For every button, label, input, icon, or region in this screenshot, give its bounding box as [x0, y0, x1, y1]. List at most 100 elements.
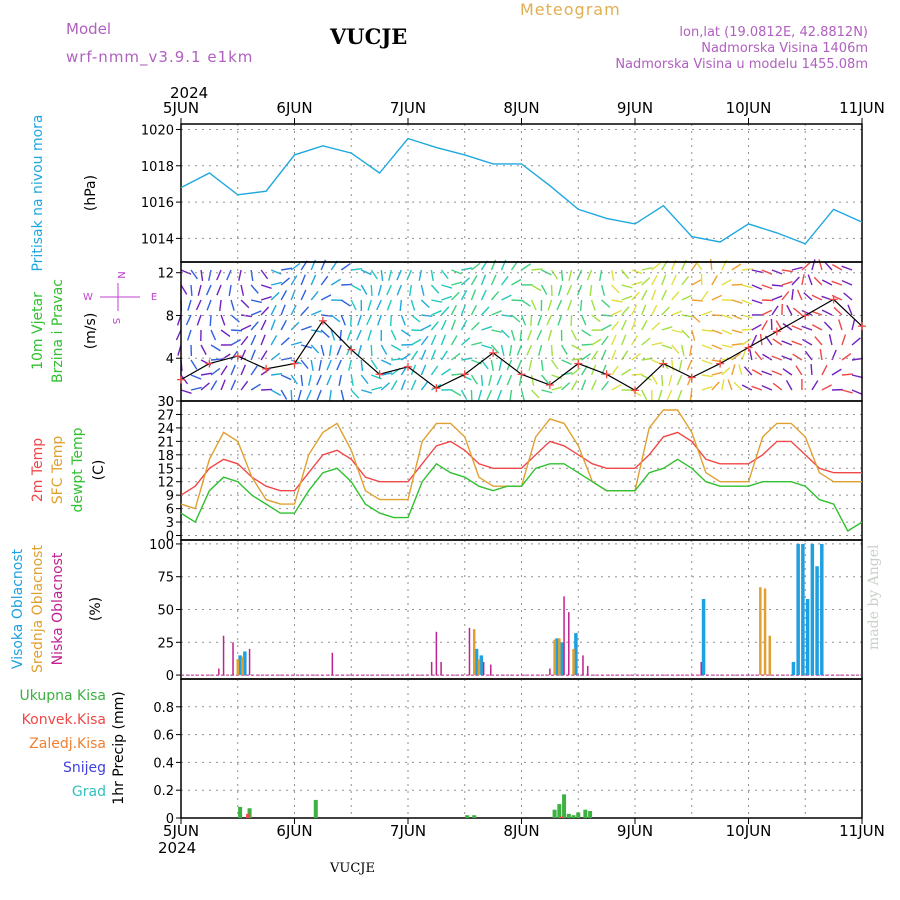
wind-arrow	[560, 344, 568, 355]
wind-arrow	[771, 284, 783, 287]
wind-arrow	[762, 353, 773, 361]
wind-arrow	[772, 382, 783, 391]
wind-arrow	[470, 321, 480, 331]
cloud-bar-low	[582, 655, 584, 676]
wind-arrow	[390, 380, 398, 391]
wind-arrow	[290, 389, 293, 402]
wind-arrow	[460, 277, 471, 286]
wind-arrow	[681, 294, 693, 301]
wind-arrow	[290, 304, 297, 316]
wind-arrow	[230, 314, 240, 323]
wind-arrow	[841, 265, 853, 271]
wind-arrow	[320, 275, 329, 286]
wind-arrow	[631, 269, 643, 275]
wind-arrow	[461, 267, 473, 271]
compass-north: N	[115, 271, 126, 278]
wind-arrow	[550, 359, 559, 370]
wind-arrow	[260, 295, 272, 301]
wind-arrow	[501, 294, 512, 301]
wind-arrow	[209, 314, 212, 327]
cloud-bar-mid	[477, 659, 481, 676]
y-tick-label: 30	[157, 395, 174, 410]
model-elevation-label: Nadmorska Visina u modelu 1455.08m	[615, 57, 868, 72]
cloud-bar-high	[810, 543, 815, 676]
cloud-bar-high	[701, 599, 706, 676]
wind-arrow	[621, 295, 633, 301]
wind-arrow	[386, 284, 392, 296]
pressure-unit: (hPa)	[83, 175, 99, 211]
wind-arrow	[641, 389, 648, 401]
wind-arrow	[661, 274, 667, 286]
wind-arrow	[477, 389, 483, 401]
wind-arrow	[731, 329, 743, 334]
precip-legend-label: Zaledj.Kisa	[29, 736, 106, 752]
wind-arrow	[260, 350, 268, 361]
wind-arrow	[240, 299, 250, 309]
wind-arrow	[731, 342, 743, 346]
wind-arrow	[621, 269, 630, 279]
wind-arrow	[498, 359, 503, 371]
x-tick-label-top: 5JUN	[163, 99, 199, 117]
wind-arrow	[721, 279, 732, 286]
wind-arrow	[668, 374, 673, 386]
temp-line-dewpt	[180, 458, 863, 532]
wind-arrow	[641, 320, 648, 331]
wind-arrow	[821, 364, 828, 376]
wind-arrow	[410, 364, 417, 376]
wind-arrow	[589, 284, 593, 296]
wind-arrow	[576, 284, 583, 296]
wind-arrow	[441, 295, 453, 301]
wind-arrow	[210, 344, 221, 352]
wind-arrow	[537, 314, 543, 326]
wind-arrow	[280, 337, 290, 346]
wind-arrow	[440, 319, 447, 331]
precip-legend-label: Snijeg	[63, 760, 106, 776]
wind-arrow	[377, 284, 382, 296]
y-tick-label: 21	[157, 435, 174, 450]
wind-arrow	[833, 306, 843, 316]
wind-arrow	[270, 352, 281, 361]
wind-arrow	[782, 368, 793, 376]
wind-arrow	[481, 344, 493, 349]
wind-arrow	[824, 261, 833, 271]
wind-arrow	[661, 306, 670, 316]
wind-arrow	[721, 367, 731, 376]
y-tick-label: 15	[157, 462, 174, 477]
wind-arrow	[580, 379, 587, 391]
wind-arrow	[380, 359, 392, 366]
wind-arrow	[361, 389, 373, 394]
wind-arrow	[641, 289, 648, 301]
wind-arrow	[306, 389, 312, 401]
wind-arrow	[390, 344, 402, 352]
wind-arrow	[581, 329, 592, 337]
wind-arrow	[819, 349, 823, 361]
wind-arrow	[598, 269, 603, 281]
wind-arrow	[480, 274, 487, 286]
wind-arrow	[400, 314, 406, 326]
wind-arrow	[320, 344, 325, 356]
wind-arrow	[651, 275, 658, 286]
cloud-bar-high	[820, 543, 824, 676]
wind-arrow	[320, 329, 330, 338]
wind-arrow	[741, 328, 753, 331]
wind-arrow	[781, 290, 790, 301]
wind-arrow	[749, 349, 753, 361]
wind-arrow	[190, 359, 198, 370]
wind-arrow	[751, 369, 763, 376]
wind-arrow	[771, 269, 783, 275]
wind-arrow	[751, 269, 763, 274]
wind-arrow	[621, 319, 627, 331]
wind-arrow	[509, 389, 513, 401]
wind-arrow	[785, 380, 793, 391]
wind-arrow	[351, 267, 363, 271]
wind-arrow	[546, 314, 553, 326]
precip-legend-label: Ukupna Kisa	[19, 688, 106, 704]
wind-arrow	[761, 284, 773, 290]
wind-arrow	[480, 289, 487, 301]
wind-arrow	[671, 310, 683, 316]
wind-arrow	[240, 335, 249, 346]
wind-arrow	[260, 334, 266, 346]
wind-arrow	[641, 304, 647, 316]
cloud-bar-mid	[236, 659, 239, 676]
wind-arrow	[711, 294, 723, 301]
